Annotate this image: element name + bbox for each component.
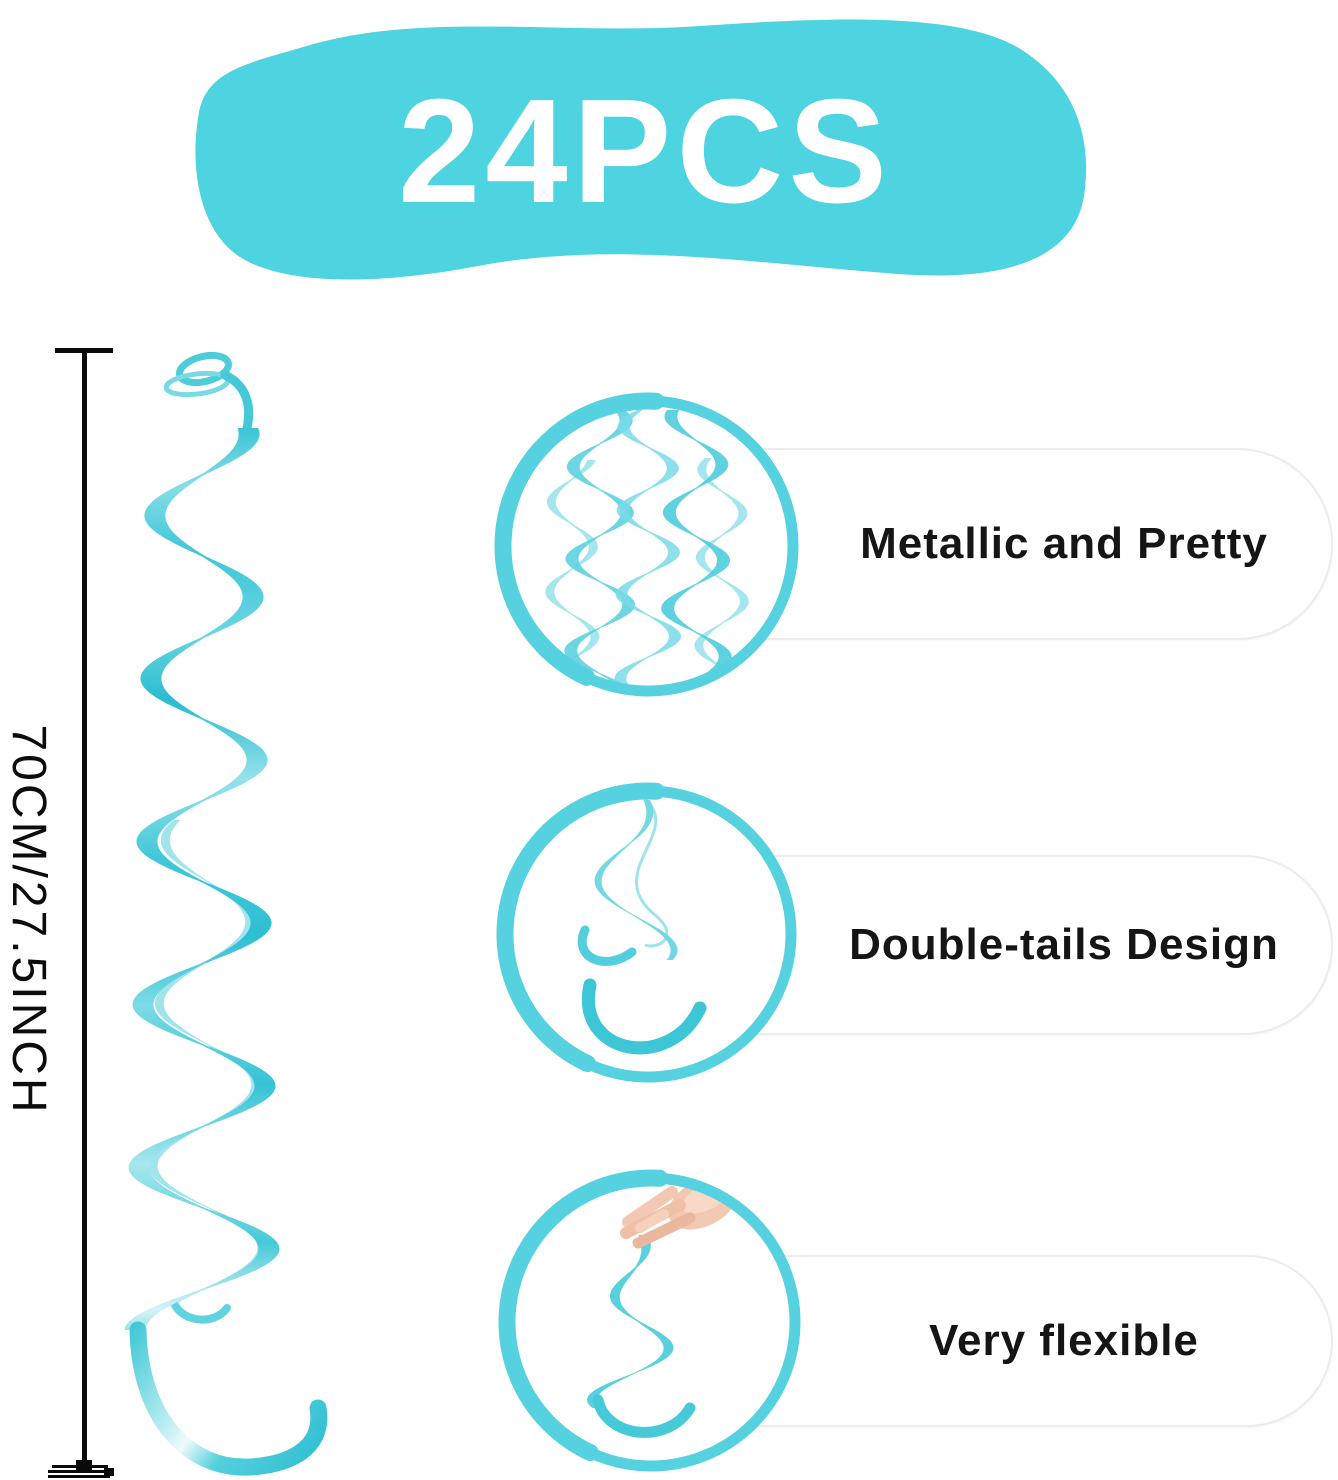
product-swirl-image	[124, 351, 328, 1476]
feature-label-metallic: Metallic and Pretty	[860, 519, 1268, 568]
measure-base-line	[48, 1470, 110, 1473]
feature-label-flexible: Very flexible	[929, 1316, 1199, 1365]
measure-vertical-line	[82, 348, 87, 1468]
size-label: 70CM/27.5INCH	[2, 724, 55, 1116]
measure-base-dot	[104, 1468, 114, 1476]
feature-pill-double-tails: Double-tails Design	[645, 855, 1333, 1035]
measure-base-line	[48, 1475, 110, 1478]
feature-pill-metallic: Metallic and Pretty	[645, 448, 1333, 640]
measure-base-line	[52, 1465, 108, 1468]
hand-image	[620, 1183, 738, 1249]
feature-pill-flexible: Very flexible	[645, 1255, 1333, 1427]
feature-label-double-tails: Double-tails Design	[849, 920, 1279, 969]
count-banner-label: 24PCS	[398, 69, 892, 234]
